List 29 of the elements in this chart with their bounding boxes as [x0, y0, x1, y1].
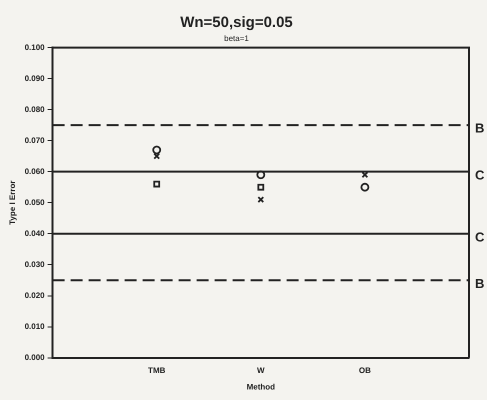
point	[256, 170, 266, 180]
y-tick-label: 0.060	[24, 166, 46, 176]
x-tick-label: W	[257, 366, 266, 375]
y-tick-label: 0.050	[24, 198, 46, 207]
ref-line-label: C	[475, 167, 485, 182]
y-tick-label: 0.010	[24, 322, 46, 331]
x-axis-title: Method	[246, 382, 276, 392]
y-tick-label: 0.100	[24, 42, 46, 52]
y-tick-label: 0.040	[24, 228, 46, 238]
y-tick-label: 0.080	[24, 104, 46, 114]
y-tick-label: 0.000	[24, 353, 46, 362]
y-tick-label: 0.030	[24, 260, 46, 269]
ref-line-label: C	[475, 229, 485, 244]
ref-line-label: B	[475, 120, 484, 136]
chart-title: Wn=50,sig=0.05	[180, 14, 293, 32]
y-tick-label: 0.070	[24, 136, 46, 145]
y-tick-label: 0.090	[24, 74, 46, 83]
point	[153, 180, 160, 188]
y-axis-title: Type I Error	[8, 180, 18, 225]
x-tick-label: TMB	[148, 366, 166, 375]
point	[360, 182, 370, 192]
ref-line-label: B	[475, 276, 484, 291]
point	[153, 152, 160, 160]
x-tick-label: OB	[358, 366, 372, 375]
point	[152, 146, 162, 154]
point	[257, 184, 264, 191]
chart-subtitle: beta=1	[224, 34, 250, 44]
y-tick-label: 0.020	[24, 290, 46, 300]
point	[257, 196, 264, 203]
